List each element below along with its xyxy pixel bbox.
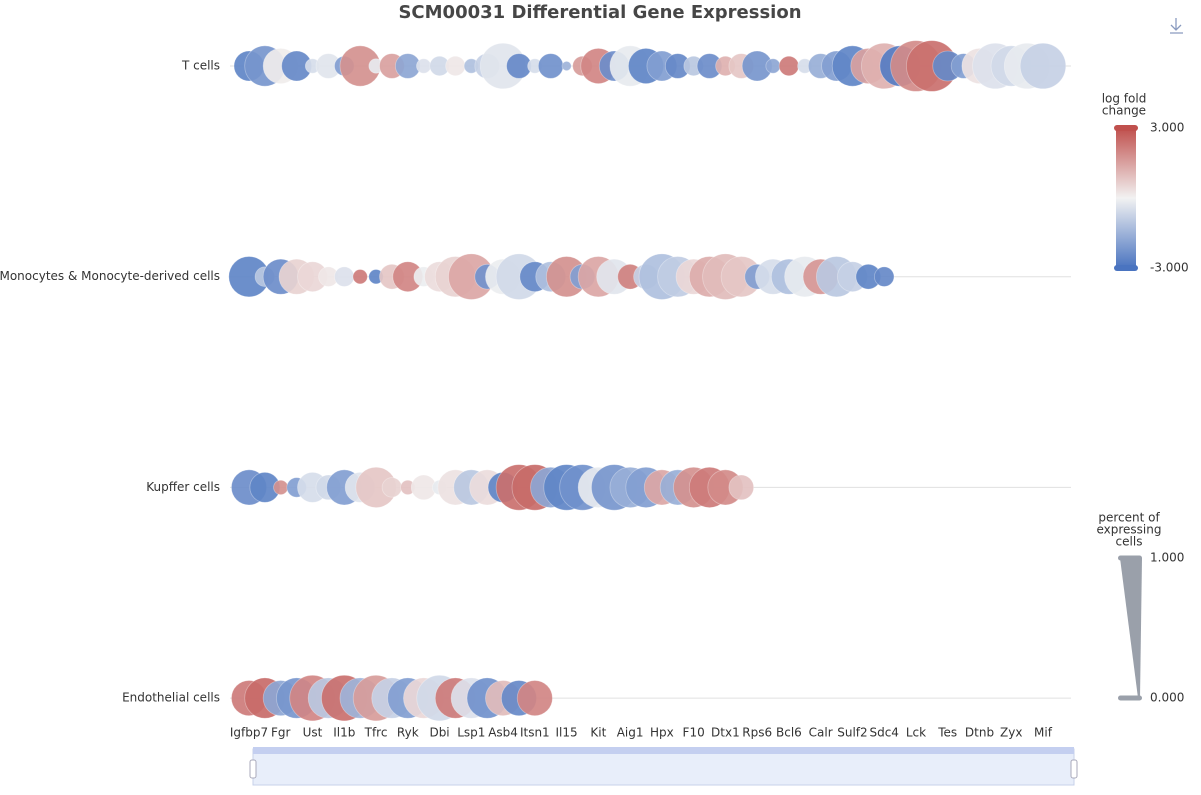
- y-tick-label: Endothelial cells: [122, 691, 220, 705]
- legend-handle: [1118, 555, 1142, 561]
- zoom-handle[interactable]: [249, 759, 257, 779]
- dot: [416, 58, 432, 74]
- x-tick-label: Itsn1: [520, 726, 550, 740]
- legend-title: percent of: [1098, 511, 1160, 525]
- x-tick-label: Dtnb: [965, 726, 994, 740]
- x-tick-label: Lck: [906, 726, 926, 740]
- zoom-handle[interactable]: [1070, 759, 1078, 779]
- x-tick-label: Rps6: [742, 726, 772, 740]
- color-bar: [1116, 128, 1136, 268]
- x-tick-label: F10: [683, 726, 705, 740]
- x-tick-label: Zyx: [1000, 726, 1022, 740]
- x-tick-label: Tfrc: [364, 726, 388, 740]
- series: [230, 674, 553, 722]
- x-tick-label: Hpx: [650, 726, 674, 740]
- dot: [728, 474, 755, 501]
- dot: [381, 477, 403, 498]
- x-tick-label: Tes: [937, 726, 957, 740]
- dot: [516, 680, 553, 717]
- x-tick-label: Bcl6: [776, 726, 802, 740]
- x-tick-label: Dtx1: [711, 726, 740, 740]
- x-tick-label: Kit: [590, 726, 606, 740]
- x-tick-label: Aig1: [617, 726, 644, 740]
- x-tick-label: Lsp1: [457, 726, 485, 740]
- dot: [445, 55, 466, 77]
- download-icon[interactable]: [1170, 18, 1183, 34]
- y-tick-label: T cells: [181, 59, 220, 73]
- legend-title: cells: [1116, 535, 1143, 549]
- dot: [537, 53, 564, 79]
- dot: [334, 266, 355, 287]
- dot: [561, 61, 572, 72]
- legend-handle: [1118, 695, 1142, 701]
- dot: [765, 58, 781, 74]
- x-tick-label: Ryk: [397, 726, 419, 740]
- legend-label: -3.000: [1150, 261, 1189, 275]
- x-tick-label: Ust: [303, 726, 323, 740]
- legend-handle: [1114, 125, 1138, 131]
- series: [228, 253, 895, 300]
- x-tick-label: Igfbp7: [230, 726, 268, 740]
- x-tick-label: Il1b: [333, 726, 355, 740]
- x-tick-label: Dbi: [429, 726, 449, 740]
- y-tick-label: Monocytes & Monocyte-derived cells: [0, 269, 220, 283]
- legend-label: 1.000: [1150, 551, 1184, 565]
- x-tick-label: Sulf2: [837, 726, 867, 740]
- x-tick-label: Mif: [1034, 726, 1053, 740]
- x-tick-label: Calr: [809, 726, 833, 740]
- x-tick-label: Il15: [556, 726, 578, 740]
- legend-title: change: [1102, 104, 1146, 118]
- dot: [352, 269, 368, 285]
- x-tick-label: Fgr: [271, 726, 291, 740]
- dot: [874, 266, 895, 287]
- legend-title: expressing: [1096, 523, 1161, 537]
- legend-label: 0.000: [1150, 691, 1184, 705]
- x-tick-label: Asb4: [488, 726, 518, 740]
- data-zoom[interactable]: [249, 747, 1078, 786]
- legend-handle: [1114, 265, 1138, 271]
- dot: [778, 55, 800, 77]
- legend-title: log fold: [1102, 92, 1147, 106]
- series: [233, 40, 1067, 92]
- size-bar: [1120, 558, 1142, 698]
- dot: [273, 479, 289, 495]
- y-tick-label: Kupffer cells: [146, 480, 220, 494]
- x-tick-label: Sdc4: [869, 726, 898, 740]
- legend-label: 3.000: [1150, 121, 1184, 135]
- chart-title: SCM00031 Differential Gene Expression: [398, 2, 801, 23]
- series: [230, 464, 755, 511]
- dot: [1019, 42, 1067, 90]
